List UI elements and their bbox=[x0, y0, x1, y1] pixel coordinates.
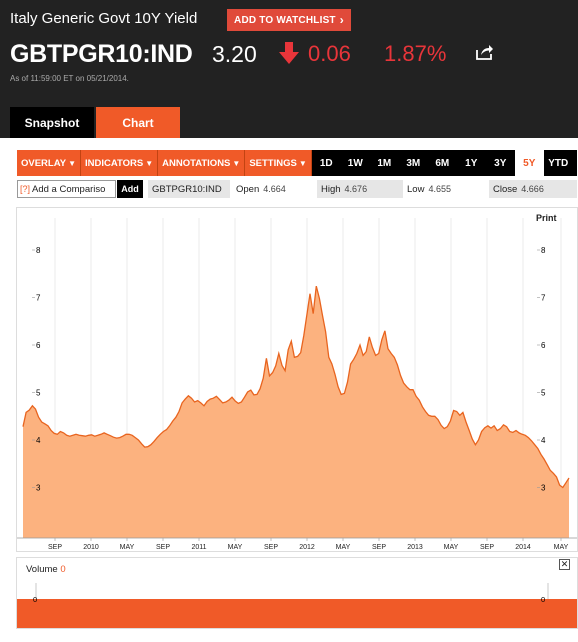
x-tick-label: MAY bbox=[554, 544, 569, 551]
y-tick-right: 3 bbox=[541, 484, 546, 493]
caret-down-icon: ▼ bbox=[145, 158, 154, 168]
x-tick-label: MAY bbox=[336, 544, 351, 551]
caret-down-icon: ▼ bbox=[68, 158, 76, 168]
x-tick-label: SEP bbox=[156, 544, 170, 551]
settings-menu[interactable]: SETTINGS ▼ bbox=[245, 150, 312, 176]
y-tick-right: 7 bbox=[541, 294, 546, 303]
close-label: Close bbox=[493, 183, 518, 195]
high-label: High bbox=[321, 183, 341, 195]
range-1m-button[interactable]: 1M bbox=[377, 157, 392, 169]
yield-area bbox=[23, 286, 569, 538]
x-tick-label: MAY bbox=[228, 544, 243, 551]
share-icon[interactable] bbox=[476, 44, 494, 60]
volume-label-text: Volume bbox=[26, 564, 58, 575]
tab-snapshot[interactable]: Snapshot bbox=[10, 107, 94, 138]
range-5y-button[interactable]: 5Y bbox=[514, 150, 544, 176]
y-tick-left: 3 bbox=[36, 484, 41, 493]
open-label: Open bbox=[236, 183, 260, 195]
info-high: High 4.676 bbox=[317, 180, 403, 198]
volume-panel: 0 0 Volume 0 ✕ bbox=[16, 557, 578, 629]
x-tick-label: 2014 bbox=[515, 544, 531, 551]
y-tick-left: 8 bbox=[36, 246, 41, 255]
low-label: Low bbox=[407, 183, 425, 195]
x-tick-label: SEP bbox=[264, 544, 278, 551]
overlay-menu[interactable]: OVERLAY ▼ bbox=[17, 150, 81, 176]
x-tick-label: MAY bbox=[444, 544, 459, 551]
x-tick-label: MAY bbox=[120, 544, 135, 551]
y-tick-left: 7 bbox=[36, 294, 41, 303]
annotations-menu[interactable]: ANNOTATIONS ▼ bbox=[158, 150, 246, 176]
y-tick-right: 5 bbox=[541, 389, 546, 398]
high-value: 4.676 bbox=[344, 184, 368, 194]
x-tick-label: 2012 bbox=[299, 544, 315, 551]
close-value: 4.666 bbox=[521, 184, 544, 194]
x-tick-label: SEP bbox=[372, 544, 386, 551]
range-3y-button[interactable]: 3Y bbox=[494, 157, 507, 169]
settings-menu-label: SETTINGS bbox=[249, 157, 297, 169]
range-1w-button[interactable]: 1W bbox=[347, 157, 363, 169]
price-chart-panel[interactable]: 8 8 7 7 6 6 5 5 4 4 3 3 SEP 2010 MAY SEP 2011 MAY SEP 2012 M… bbox=[16, 207, 578, 552]
info-ticker: GBTPGR10:IND bbox=[148, 180, 230, 198]
range-3m-button[interactable]: 3M bbox=[406, 157, 421, 169]
down-arrow-icon bbox=[279, 42, 299, 64]
volume-axis-tick-right: 0 bbox=[541, 595, 545, 604]
quote-info-bar: [?] Add a Compariso Add GBTPGR10:IND Ope… bbox=[17, 180, 577, 198]
as-of-timestamp: As of 11:59:00 ET on 05/21/2014. bbox=[10, 74, 129, 83]
range-1d-button[interactable]: 1D bbox=[319, 157, 333, 169]
x-tick-label: 2010 bbox=[83, 544, 99, 551]
x-tick-label: 2013 bbox=[407, 544, 423, 551]
open-value: 4.664 bbox=[263, 184, 286, 194]
indicators-menu[interactable]: INDICATORS ▼ bbox=[80, 150, 159, 176]
yield-line bbox=[22, 285, 570, 489]
help-icon[interactable]: [?] bbox=[20, 184, 31, 194]
watchlist-button-label: ADD TO WATCHLIST bbox=[234, 14, 336, 26]
info-low: Low 4.655 bbox=[403, 180, 489, 198]
y-tick-left: 4 bbox=[36, 436, 41, 445]
ticker-symbol: GBTPGR10:IND bbox=[10, 40, 193, 68]
price-change-percent: 1.87% bbox=[384, 41, 447, 66]
overlay-menu-label: OVERLAY bbox=[21, 157, 67, 169]
price-chart[interactable]: 8 8 7 7 6 6 5 5 4 4 3 3 SEP 2010 MAY SEP 2011 MAY SEP 2012 M… bbox=[17, 208, 577, 551]
add-to-watchlist-button[interactable]: ADD TO WATCHLIST › bbox=[227, 9, 351, 31]
y-tick-right: 4 bbox=[541, 436, 546, 445]
tab-chart[interactable]: Chart bbox=[96, 107, 180, 138]
low-value: 4.655 bbox=[428, 184, 451, 194]
y-tick-left: 6 bbox=[36, 341, 41, 350]
chevron-right-icon: › bbox=[339, 13, 344, 27]
quote-header: Italy Generic Govt 10Y Yield ADD TO WATC… bbox=[0, 0, 578, 138]
info-ticker-value: GBTPGR10:IND bbox=[152, 183, 222, 195]
caret-down-icon: ▼ bbox=[298, 158, 307, 168]
range-6m-button[interactable]: 6M bbox=[435, 157, 450, 169]
info-open: Open 4.664 bbox=[232, 180, 317, 198]
y-tick-right: 8 bbox=[541, 246, 546, 255]
range-ytd-button[interactable]: YTD bbox=[548, 157, 569, 169]
security-name: Italy Generic Govt 10Y Yield bbox=[10, 10, 198, 27]
volume-axis-tick-left: 0 bbox=[33, 595, 37, 604]
y-tick-right: 6 bbox=[541, 341, 546, 350]
annotations-menu-label: ANNOTATIONS bbox=[162, 157, 231, 169]
caret-down-icon: ▼ bbox=[232, 158, 241, 168]
view-tabs: Snapshot Chart bbox=[10, 107, 182, 138]
indicators-menu-label: INDICATORS bbox=[84, 157, 144, 169]
volume-chart: 0 0 bbox=[17, 583, 577, 628]
x-tick-label: 2011 bbox=[191, 544, 206, 551]
info-close: Close 4.666 bbox=[489, 180, 577, 198]
add-compare-button[interactable]: Add bbox=[117, 180, 143, 198]
last-price: 3.20 bbox=[212, 41, 257, 67]
print-button[interactable]: Print bbox=[536, 213, 557, 223]
close-icon[interactable]: ✕ bbox=[559, 559, 570, 570]
compare-input[interactable]: [?] Add a Compariso bbox=[17, 180, 116, 198]
volume-label: Volume 0 bbox=[26, 564, 66, 575]
compare-placeholder: Add a Compariso bbox=[32, 183, 106, 195]
x-tick-label: SEP bbox=[48, 544, 62, 551]
volume-value: 0 bbox=[60, 564, 66, 575]
range-1y-button[interactable]: 1Y bbox=[465, 157, 478, 169]
chart-toolbar: OVERLAY ▼ INDICATORS ▼ ANNOTATIONS ▼ SETTIN… bbox=[17, 150, 577, 176]
price-change: 0.06 bbox=[308, 41, 351, 66]
volume-bar-area bbox=[17, 599, 577, 628]
y-tick-left: 5 bbox=[36, 389, 41, 398]
x-tick-label: SEP bbox=[480, 544, 494, 551]
